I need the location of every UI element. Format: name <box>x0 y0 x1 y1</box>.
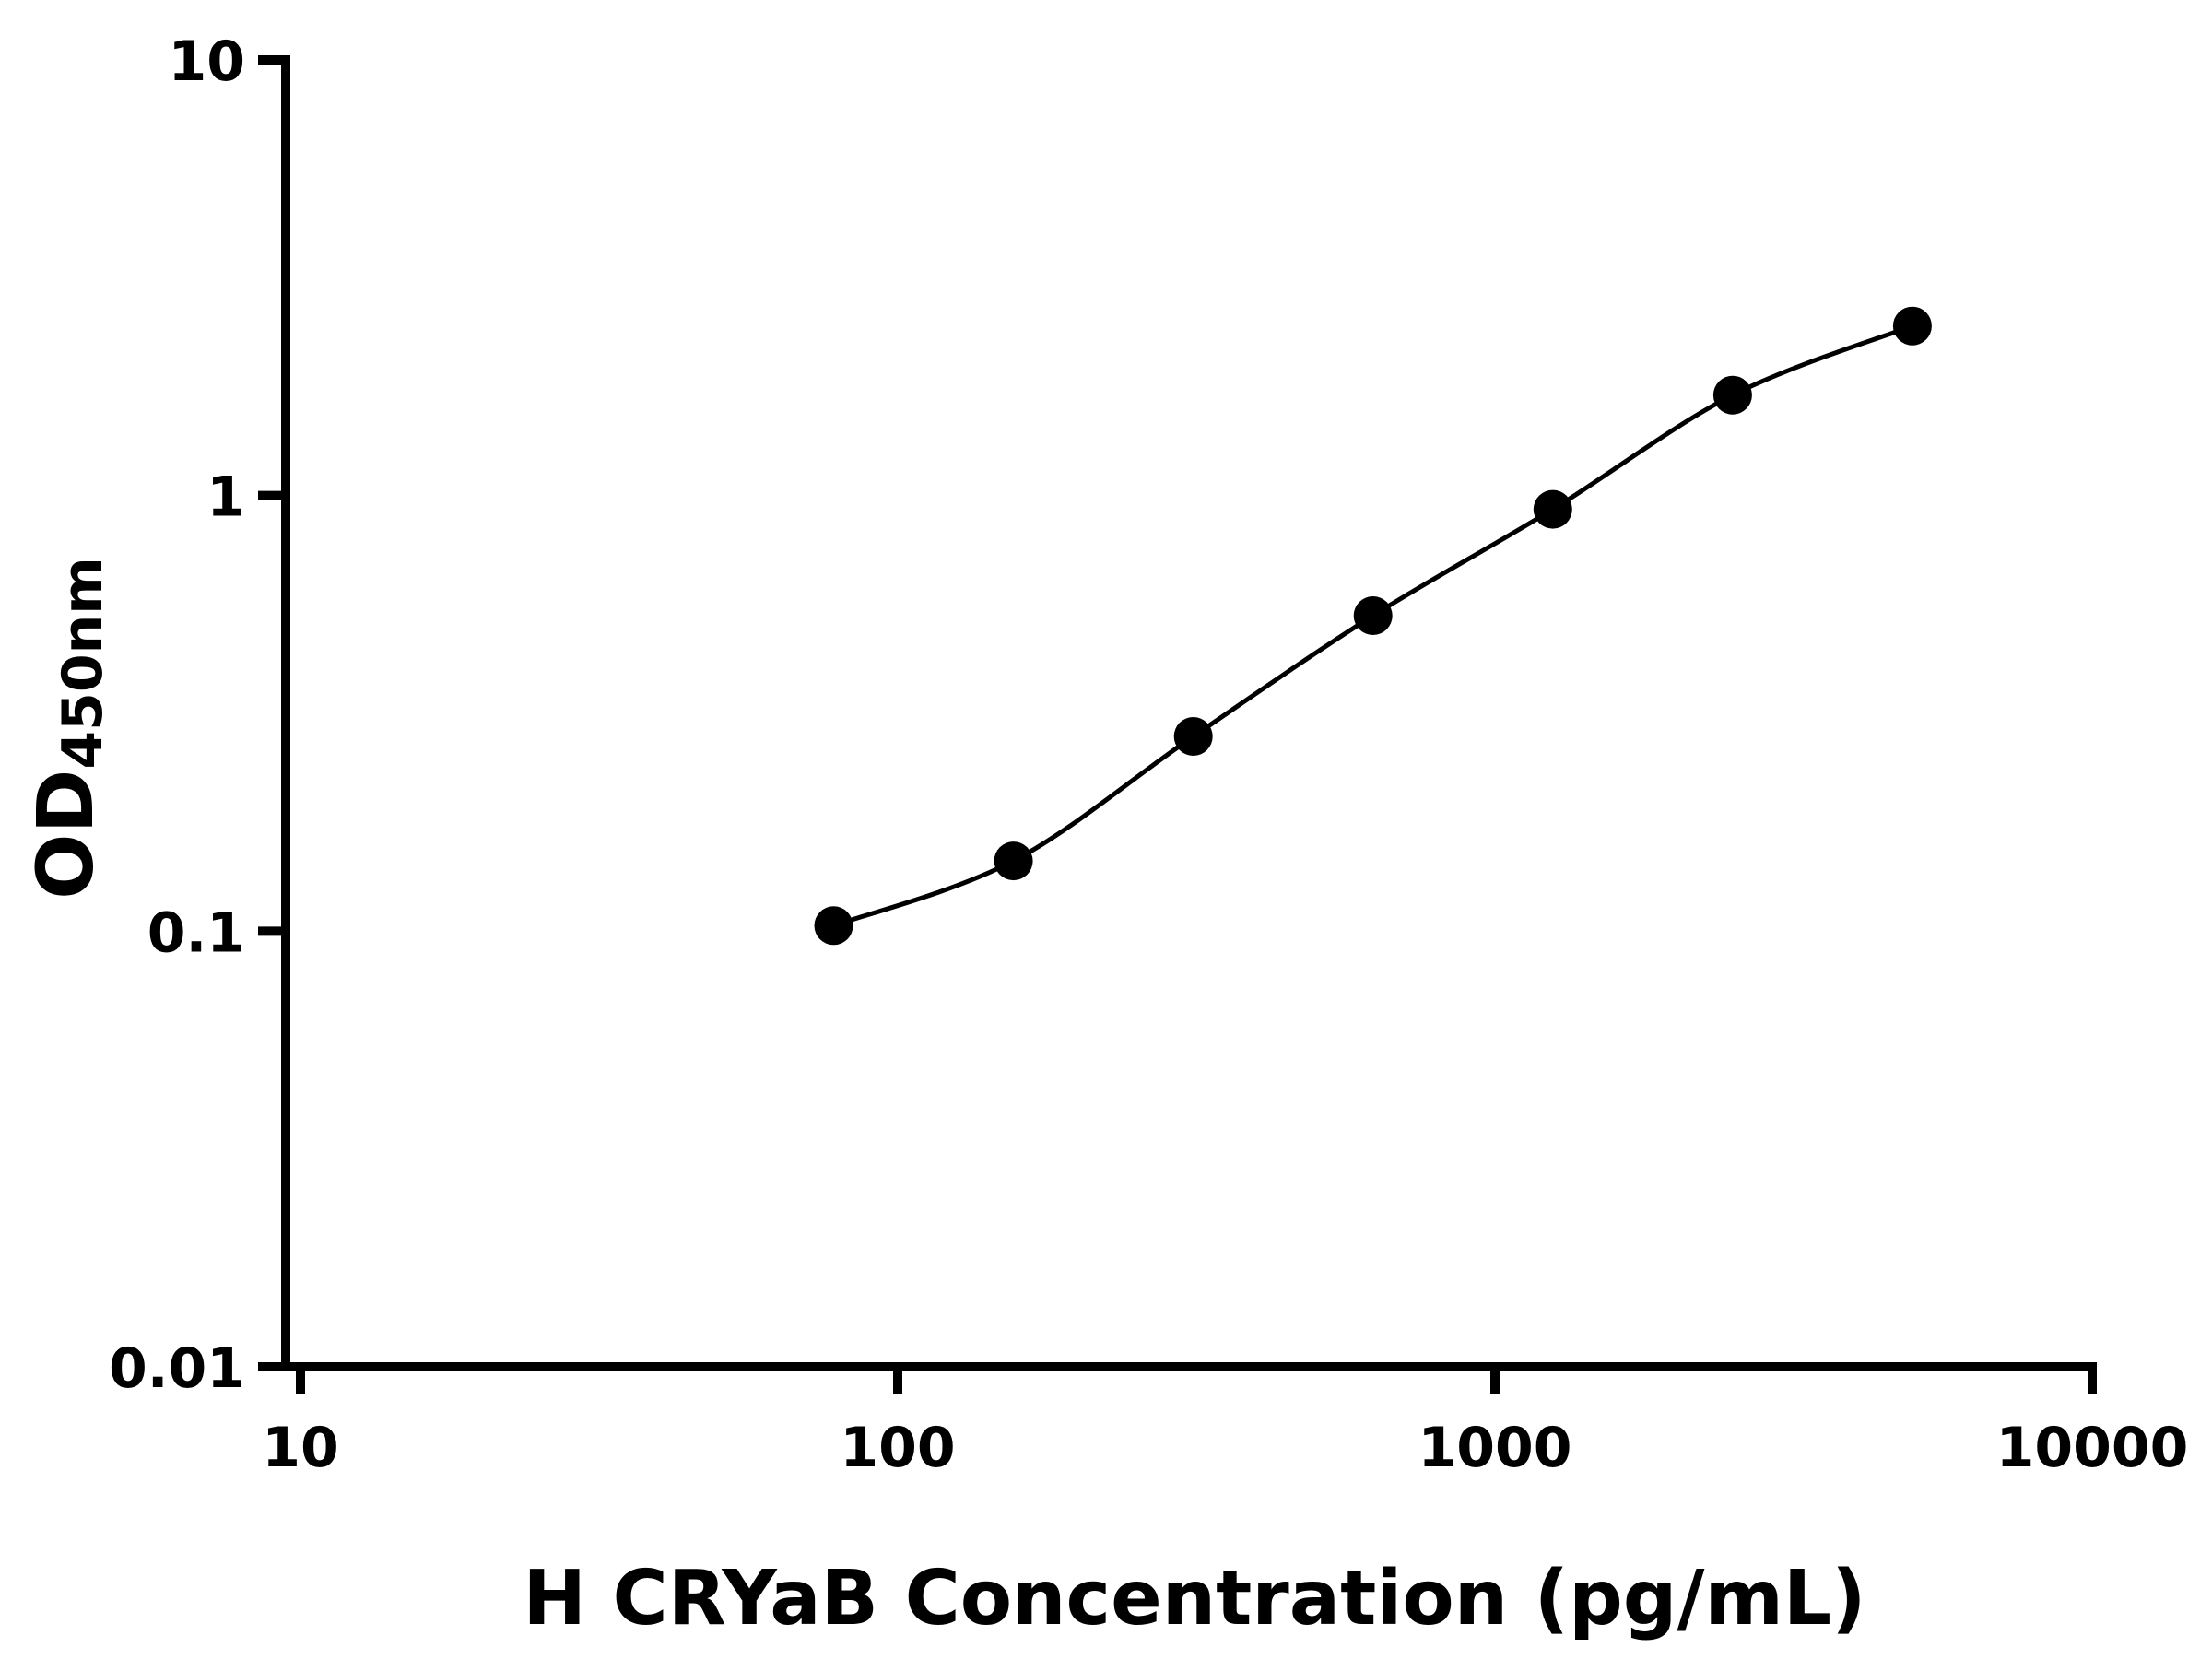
x-tick-label: 100 <box>840 1416 955 1480</box>
axis-ticks <box>258 55 2097 1394</box>
data-points <box>814 306 1932 946</box>
data-point <box>1173 717 1213 756</box>
axis-tick-labels: 10 100 1000 10000 0.01 0.1 1 10 <box>109 29 2188 1480</box>
y-axis-title: OD450nm <box>20 557 115 900</box>
y-tick-label: 10 <box>169 29 246 94</box>
data-point <box>994 841 1033 881</box>
x-tick-label: 10000 <box>1996 1416 2189 1480</box>
x-tick-label: 1000 <box>1418 1416 1572 1480</box>
axes <box>281 55 2097 1371</box>
data-point <box>1353 596 1393 635</box>
y-axis-title-main: OD <box>20 770 111 900</box>
data-point <box>1892 306 1932 346</box>
x-axis-title: H CRYaB Concentration (pg/mL) <box>523 1555 1865 1642</box>
y-tick-label: 0.1 <box>147 900 245 965</box>
y-tick-label: 0.01 <box>109 1336 245 1401</box>
data-point <box>1533 489 1572 529</box>
data-point <box>814 906 853 946</box>
data-point <box>1712 375 1752 415</box>
y-tick-label: 1 <box>206 465 245 530</box>
x-tick-label: 10 <box>262 1416 339 1480</box>
y-axis-title-sub: 450nm <box>51 557 115 769</box>
